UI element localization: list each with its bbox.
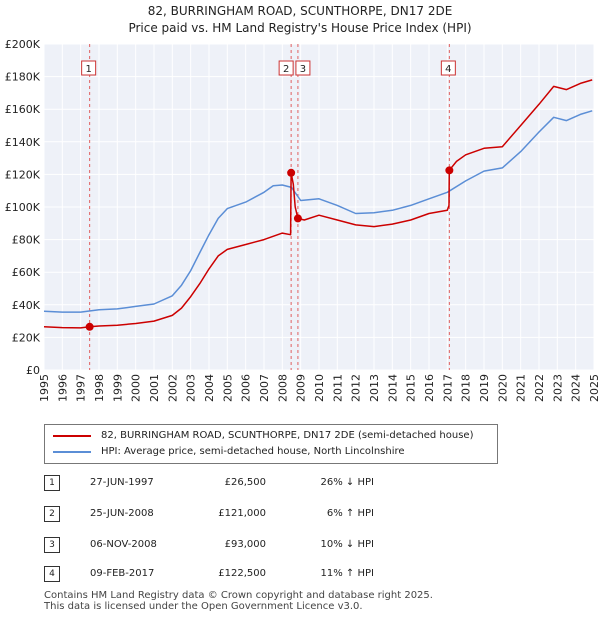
sale-marker-label: 4 <box>445 64 451 75</box>
transaction-price: £26,500 <box>224 477 266 488</box>
sale-marker-label: 1 <box>85 64 91 75</box>
transaction-date: 27-JUN-1997 <box>90 477 154 488</box>
legend-swatch-property <box>53 435 91 437</box>
y-tick-label: £20K <box>12 331 41 344</box>
transaction-number: 4 <box>44 566 60 582</box>
x-tick-label: 2012 <box>350 374 363 402</box>
y-tick-label: £200K <box>5 38 41 51</box>
sale-marker-label: 3 <box>300 64 306 75</box>
x-tick-label: 2018 <box>460 374 473 402</box>
property-series-line <box>43 79 593 329</box>
y-tick-label: £160K <box>5 103 41 116</box>
sale-marker-box <box>278 60 294 76</box>
x-tick-label: 1995 <box>38 374 51 402</box>
x-tick-label: 2022 <box>533 374 546 402</box>
sale-marker-box <box>81 60 97 76</box>
transaction-hpi-diff: 26% ↓ HPI <box>320 477 374 488</box>
sale-point <box>293 214 302 223</box>
y-tick-label: £60K <box>12 266 41 279</box>
x-tick-label: 2015 <box>405 374 418 402</box>
legend-swatch-hpi <box>53 451 91 453</box>
x-tick-label: 1996 <box>56 374 69 402</box>
transaction-date: 25-JUN-2008 <box>90 508 154 519</box>
x-tick-label: 1999 <box>111 374 124 402</box>
legend: 82, BURRINGHAM ROAD, SCUNTHORPE, DN17 2D… <box>44 424 498 464</box>
x-tick-label: 2001 <box>148 374 161 402</box>
x-tick-label: 1997 <box>75 374 88 402</box>
x-tick-label: 2023 <box>551 374 564 402</box>
x-tick-label: 2003 <box>185 374 198 402</box>
sale-marker-box <box>295 60 311 76</box>
transaction-date: 09-FEB-2017 <box>90 568 155 579</box>
x-tick-label: 2016 <box>423 374 436 402</box>
transaction-hpi-diff: 11% ↑ HPI <box>320 568 374 579</box>
x-tick-label: 2005 <box>221 374 234 402</box>
legend-label-hpi: HPI: Average price, semi-detached house,… <box>101 446 405 457</box>
x-tick-label: 2021 <box>515 374 528 402</box>
sale-marker-label: 2 <box>283 64 289 75</box>
x-tick-label: 2008 <box>276 374 289 402</box>
transaction-price: £93,000 <box>224 539 266 550</box>
transaction-date: 06-NOV-2008 <box>90 539 157 550</box>
sale-point <box>85 322 94 331</box>
transaction-hpi-diff: 6% ↑ HPI <box>326 508 374 519</box>
transaction-number: 1 <box>44 475 60 491</box>
y-tick-label: £100K <box>5 201 41 214</box>
x-tick-label: 2010 <box>313 374 326 402</box>
table-row: 3 06-NOV-2008 £93,000 10% ↓ HPI <box>44 537 544 553</box>
y-tick-label: £40K <box>12 299 41 312</box>
sale-point <box>287 168 296 177</box>
x-tick-label: 2006 <box>240 374 253 402</box>
x-tick-label: 2024 <box>570 374 583 402</box>
x-tick-label: 2020 <box>496 374 509 402</box>
table-row: 1 27-JUN-1997 £26,500 26% ↓ HPI <box>44 475 544 491</box>
transaction-number: 3 <box>44 537 60 553</box>
sale-point <box>445 166 454 175</box>
x-tick-label: 2013 <box>368 374 381 402</box>
y-tick-label: £0 <box>26 364 40 377</box>
y-tick-label: £80K <box>12 234 41 247</box>
table-row: 2 25-JUN-2008 £121,000 6% ↑ HPI <box>44 506 544 522</box>
sale-marker-box <box>440 60 456 76</box>
y-tick-label: £180K <box>5 71 41 84</box>
x-tick-label: 2019 <box>478 374 491 402</box>
y-tick-label: £140K <box>5 136 41 149</box>
table-row: 4 09-FEB-2017 £122,500 11% ↑ HPI <box>44 566 544 582</box>
x-tick-label: 2025 <box>588 374 600 402</box>
footer: Contains HM Land Registry data © Crown c… <box>44 590 433 612</box>
transaction-price: £122,500 <box>218 568 266 579</box>
x-tick-label: 1998 <box>93 374 106 402</box>
x-tick-label: 2004 <box>203 374 216 402</box>
transaction-hpi-diff: 10% ↓ HPI <box>320 539 374 550</box>
footer-copyright: Contains HM Land Registry data © Crown c… <box>44 590 433 601</box>
x-tick-label: 2007 <box>258 374 271 402</box>
transaction-price: £121,000 <box>218 508 266 519</box>
x-tick-label: 2000 <box>130 374 143 402</box>
chart-title: 82, BURRINGHAM ROAD, SCUNTHORPE, DN17 2D… <box>147 4 453 18</box>
legend-label-property: 82, BURRINGHAM ROAD, SCUNTHORPE, DN17 2D… <box>101 430 474 441</box>
x-tick-label: 2002 <box>166 374 179 402</box>
x-tick-label: 2011 <box>331 374 344 402</box>
chart-subtitle: Price paid vs. HM Land Registry's House … <box>128 21 472 35</box>
x-tick-label: 2017 <box>441 374 454 402</box>
x-tick-label: 2009 <box>295 374 308 402</box>
y-tick-label: £120K <box>5 168 41 181</box>
footer-licence: This data is licensed under the Open Gov… <box>44 601 363 612</box>
price-chart: £0 £20K £40K £60K £80K £100K £120K £140K £160K £1… <box>5 38 600 402</box>
x-tick-label: 2014 <box>386 374 399 402</box>
transaction-number: 2 <box>44 506 60 522</box>
